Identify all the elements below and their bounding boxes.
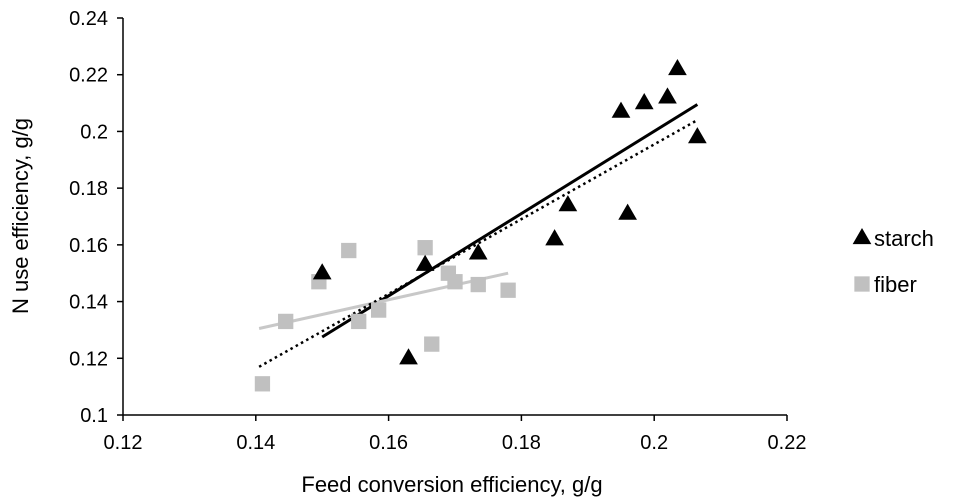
- tick-label-layer: 0.12 0.14 0.16 0.18 0.2 0.22 0.1 0.12 0.14 0.16 0.…: [69, 8, 806, 454]
- axes: [117, 17, 788, 421]
- fiber-point: [341, 242, 357, 259]
- legend-marker-starch: [852, 227, 872, 245]
- starch-point: [545, 229, 564, 246]
- data-point-layer: [254, 59, 707, 392]
- y-tick-label: 0.24: [69, 8, 108, 30]
- starch-point: [468, 243, 488, 260]
- legend-label-fiber: fiber: [874, 272, 917, 297]
- starch-point: [668, 59, 687, 76]
- starch-point: [611, 101, 631, 118]
- y-tick-label: 0.22: [69, 65, 108, 87]
- starch-point: [688, 127, 707, 144]
- x-tick-label: 0.22: [768, 432, 807, 454]
- starch-point: [312, 263, 332, 280]
- starch-point: [558, 195, 578, 212]
- legend-marker-fiber: [854, 276, 870, 292]
- starch-point: [618, 203, 637, 220]
- trendline-starch-solid: [321, 103, 699, 339]
- x-tick-label: 0.2: [640, 432, 668, 454]
- x-axis-title: Feed conversion efficiency, g/g: [301, 472, 602, 497]
- legend: starch fiber: [852, 226, 934, 297]
- y-tick-label: 0.14: [69, 292, 108, 314]
- starch-point: [658, 87, 677, 104]
- fiber-point: [417, 240, 433, 256]
- y-tick-label: 0.18: [69, 178, 108, 200]
- y-axis-title: N use efficiency, g/g: [8, 118, 33, 314]
- fiber-point: [254, 376, 271, 392]
- trendline-fiber-solid: [258, 271, 509, 330]
- fiber-point: [470, 276, 486, 293]
- fiber-point: [500, 282, 516, 298]
- fiber-point: [447, 274, 463, 290]
- fiber-point: [424, 336, 440, 352]
- starch-point: [399, 348, 418, 365]
- y-tick-label: 0.12: [69, 348, 108, 370]
- starch-point: [415, 254, 435, 271]
- trendline-layer: [258, 103, 699, 368]
- y-tick-label: 0.2: [80, 121, 108, 143]
- y-tick-label: 0.1: [80, 405, 108, 427]
- starch-point: [634, 93, 654, 110]
- x-tick-label: 0.12: [104, 432, 143, 454]
- x-tick-label: 0.18: [502, 432, 541, 454]
- fiber-point: [351, 313, 367, 330]
- x-tick-label: 0.14: [236, 432, 275, 454]
- x-tick-label: 0.16: [369, 432, 408, 454]
- fiber-point: [370, 302, 387, 318]
- y-tick-label: 0.16: [69, 235, 108, 257]
- legend-label-starch: starch: [874, 226, 934, 251]
- fiber-point: [278, 313, 294, 330]
